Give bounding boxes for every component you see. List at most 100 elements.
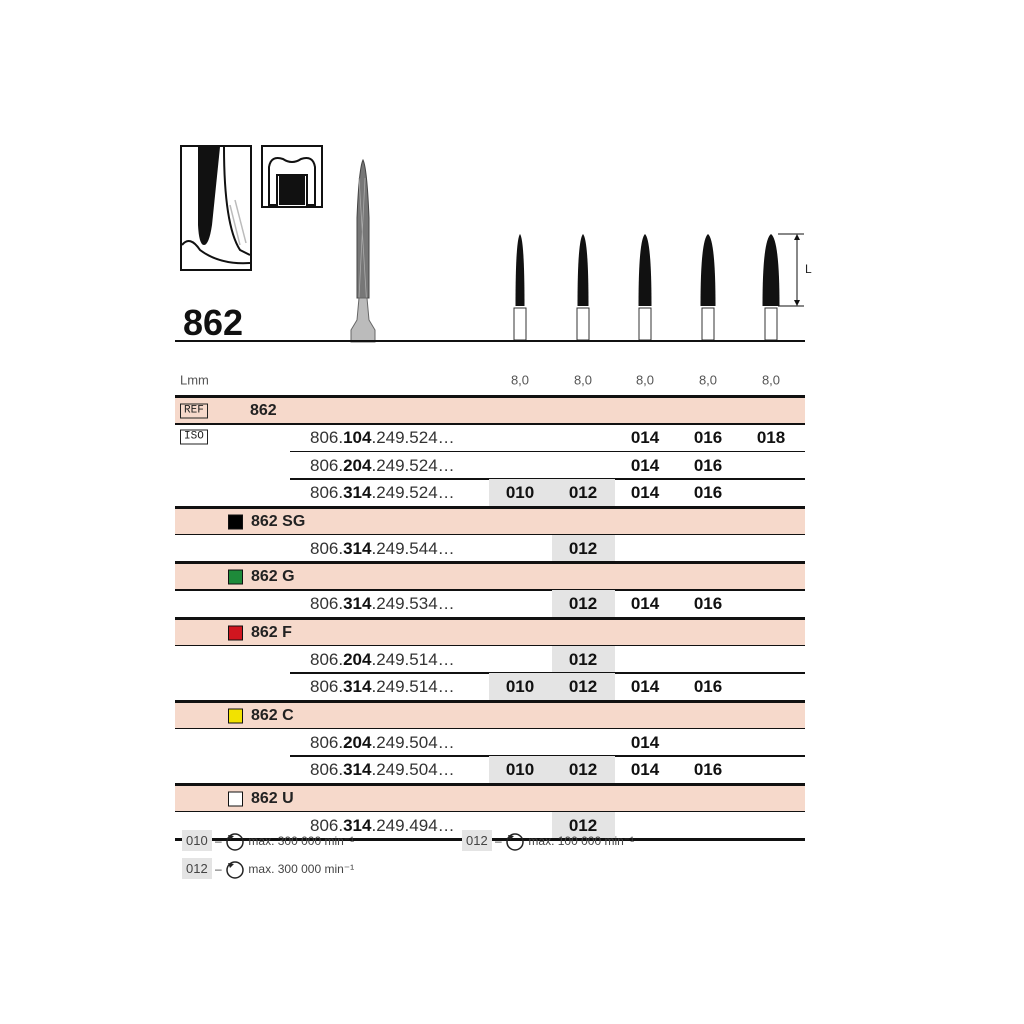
grit-color-swatch — [228, 625, 243, 640]
shaded-cell — [552, 756, 615, 783]
group-name: 862 C — [251, 706, 294, 724]
iso-size[interactable]: 014 — [630, 594, 660, 614]
shaded-cell — [552, 479, 615, 506]
iso-size[interactable]: 012 — [568, 649, 598, 669]
divider — [175, 616, 805, 620]
iso-size[interactable]: 012 — [568, 594, 598, 614]
bur-illustration — [762, 234, 780, 306]
group-header — [175, 508, 805, 534]
length-value: 8,0 — [635, 372, 655, 388]
iso-size[interactable]: 016 — [693, 428, 723, 448]
iso-size[interactable]: 014 — [630, 677, 660, 697]
bur-shank — [513, 307, 527, 341]
shaded-cell — [552, 590, 615, 617]
bur-photo-icon — [350, 158, 376, 343]
iso-label: ISO — [180, 429, 208, 445]
bur-illustration — [515, 234, 525, 306]
iso-size[interactable]: 012 — [568, 815, 598, 835]
iso-size[interactable]: 016 — [693, 677, 723, 697]
bur-shank — [576, 307, 590, 341]
order-code: 806.314.249.494… — [310, 815, 455, 835]
length-value: 8,0 — [761, 372, 781, 388]
order-code: 806.204.249.514… — [310, 649, 455, 669]
divider — [175, 423, 805, 425]
divider — [290, 755, 805, 757]
divider — [175, 395, 805, 398]
iso-size[interactable]: 016 — [693, 455, 723, 475]
ref-label: REF — [180, 403, 208, 419]
product-title: 862 — [183, 302, 244, 343]
group-name: 862 SG — [251, 512, 306, 530]
order-code: 806.204.249.524… — [310, 455, 455, 475]
bur-illustration — [577, 234, 589, 306]
group-header — [175, 398, 805, 423]
iso-size[interactable]: 014 — [630, 428, 660, 448]
divider — [175, 644, 805, 646]
divider — [175, 533, 805, 535]
bur-shank — [701, 307, 715, 341]
length-value: 8,0 — [698, 372, 718, 388]
length-header: Lmm — [180, 372, 209, 388]
group-header — [175, 785, 805, 811]
divider — [175, 810, 805, 812]
shaded-cell — [489, 479, 552, 506]
shaded-cell — [552, 673, 615, 700]
divider — [175, 727, 805, 729]
order-code: 806.314.249.534… — [310, 594, 455, 614]
length-value: 8,0 — [510, 372, 530, 388]
tooth-crown-icon — [261, 145, 323, 208]
grit-color-swatch — [228, 514, 243, 529]
iso-size[interactable]: 014 — [630, 483, 660, 503]
group-name: 862 — [250, 402, 277, 419]
group-name: 862 F — [251, 623, 292, 641]
length-value: 8,0 — [573, 372, 593, 388]
group-header — [175, 702, 805, 728]
iso-size[interactable]: 010 — [505, 677, 535, 697]
iso-size[interactable]: 012 — [568, 538, 598, 558]
grit-color-swatch — [228, 569, 243, 585]
group-header — [175, 619, 805, 645]
iso-size[interactable]: 012 — [568, 483, 598, 503]
iso-size[interactable]: 014 — [630, 760, 660, 780]
rotation-speed-icon — [226, 833, 244, 851]
bur-shank — [638, 307, 652, 341]
shaded-cell — [489, 673, 552, 700]
iso-size[interactable]: 016 — [693, 594, 723, 614]
iso-size[interactable]: 014 — [630, 455, 660, 475]
iso-size[interactable]: 010 — [505, 760, 535, 780]
legend-item: 010 – max. 300 000 min⁻¹ — [182, 830, 354, 852]
order-code: 806.314.249.514… — [310, 677, 455, 697]
shaded-cell — [552, 534, 615, 561]
divider — [175, 340, 805, 342]
iso-size[interactable]: 012 — [568, 677, 598, 697]
iso-size[interactable]: 016 — [693, 483, 723, 503]
order-code: 806.104.249.524… — [310, 428, 455, 448]
application-pictogram-icon — [180, 145, 252, 271]
bur-shank — [764, 307, 778, 341]
order-code: 806.314.249.524… — [310, 483, 455, 503]
iso-size[interactable]: 018 — [756, 428, 786, 448]
grit-color-swatch — [228, 791, 243, 806]
divider — [290, 478, 805, 480]
bur-size-illustrations — [513, 233, 804, 341]
rotation-speed-icon — [226, 861, 244, 879]
divider — [290, 450, 805, 452]
group-name: 862 U — [251, 789, 294, 807]
iso-size[interactable]: 016 — [693, 760, 723, 780]
bur-illustration — [700, 234, 716, 306]
divider — [175, 505, 805, 509]
order-code: 806.314.249.544… — [310, 538, 455, 558]
divider — [175, 699, 805, 703]
group-name: 862 G — [251, 568, 295, 585]
divider — [175, 561, 805, 564]
group-header — [175, 564, 805, 589]
divider — [175, 782, 805, 786]
iso-size[interactable]: 010 — [505, 483, 535, 503]
iso-size[interactable]: 012 — [568, 760, 598, 780]
rotation-speed-icon — [506, 833, 524, 851]
iso-size[interactable]: 014 — [630, 732, 660, 752]
shaded-cell — [552, 811, 615, 838]
bur-illustration — [638, 234, 652, 306]
divider — [290, 672, 805, 674]
